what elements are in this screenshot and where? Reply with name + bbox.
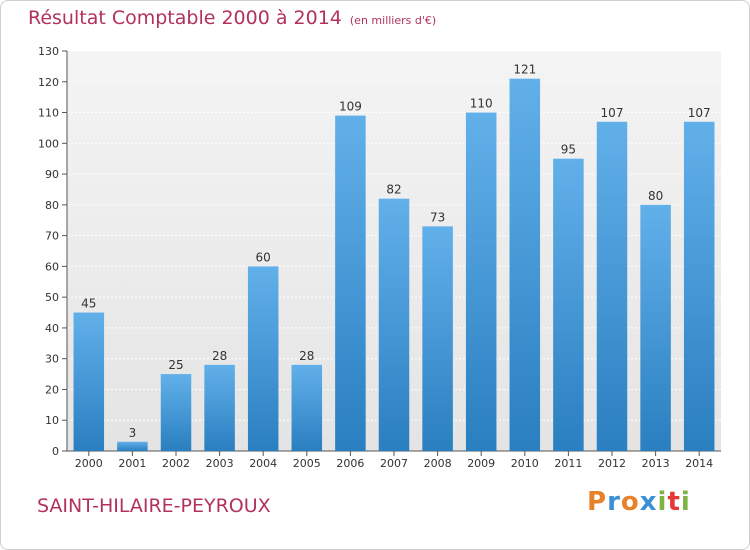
- data-label: 82: [386, 183, 401, 197]
- y-tick-label: 40: [45, 322, 59, 335]
- location-name: SAINT-HILAIRE-PEYROUX: [37, 495, 271, 517]
- bar: [640, 204, 671, 451]
- y-tick-label: 100: [38, 137, 59, 150]
- data-label: 73: [430, 210, 445, 224]
- bar: [247, 266, 279, 451]
- data-label: 80: [648, 189, 663, 203]
- y-tick-label: 30: [45, 353, 59, 366]
- logo-letter: x: [639, 487, 658, 517]
- bar: [596, 121, 628, 452]
- data-label: 25: [168, 358, 183, 372]
- y-tick-label: 0: [52, 445, 59, 458]
- y-tick-label: 90: [45, 168, 59, 181]
- logo-letter: i: [680, 487, 691, 517]
- logo-letter: i: [657, 487, 668, 517]
- x-tick-label: 2006: [336, 457, 364, 470]
- chart-title-text: Résultat Comptable 2000 à 2014: [28, 7, 342, 29]
- chart-title: Résultat Comptable 2000 à 2014 (en millie…: [28, 7, 436, 29]
- bar: [204, 364, 235, 451]
- data-label: 107: [688, 106, 711, 120]
- data-label: 95: [561, 143, 576, 157]
- x-tick-label: 2008: [424, 457, 452, 470]
- x-tick-label: 2012: [598, 457, 626, 470]
- bar: [509, 78, 541, 451]
- logo-letter: o: [620, 487, 640, 517]
- data-label: 28: [212, 349, 227, 363]
- y-tick-label: 50: [45, 291, 59, 304]
- data-label: 28: [299, 349, 314, 363]
- y-tick-label: 120: [38, 76, 59, 89]
- x-tick-label: 2009: [467, 457, 495, 470]
- bar: [422, 226, 453, 451]
- x-tick-label: 2014: [685, 457, 713, 470]
- data-label: 60: [256, 250, 271, 264]
- x-tick-label: 2013: [642, 457, 670, 470]
- bar: [117, 441, 148, 451]
- bar: [335, 115, 366, 451]
- bar: [73, 312, 105, 451]
- logo-letter: P: [587, 487, 608, 517]
- bar: [465, 112, 497, 452]
- x-tick-label: 2005: [293, 457, 321, 470]
- data-label: 110: [470, 97, 493, 111]
- data-label: 107: [601, 106, 624, 120]
- x-tick-label: 2010: [511, 457, 539, 470]
- x-tick-label: 2001: [118, 457, 146, 470]
- x-tick-label: 2004: [249, 457, 277, 470]
- bar: [378, 198, 410, 451]
- y-tick-label: 110: [38, 107, 59, 120]
- logo-letter: r: [607, 487, 621, 517]
- x-tick-label: 2007: [380, 457, 408, 470]
- y-tick-label: 130: [38, 45, 59, 58]
- chart-unit: (en milliers d'€): [349, 14, 437, 27]
- bar: [160, 374, 192, 451]
- data-label: 109: [339, 100, 362, 114]
- x-tick-label: 2011: [554, 457, 582, 470]
- y-tick-label: 80: [45, 199, 59, 212]
- bar: [683, 121, 715, 452]
- data-label: 3: [129, 426, 137, 440]
- x-tick-label: 2000: [75, 457, 103, 470]
- x-tick-label: 2002: [162, 457, 190, 470]
- y-tick-label: 70: [45, 230, 59, 243]
- y-tick-label: 10: [45, 414, 59, 427]
- data-label: 121: [513, 63, 536, 77]
- logo-letter: t: [667, 487, 681, 517]
- y-tick-label: 20: [45, 383, 59, 396]
- y-tick-label: 60: [45, 260, 59, 273]
- bar: [291, 364, 323, 451]
- data-label: 45: [81, 297, 96, 311]
- bar: [553, 158, 584, 451]
- proxiti-logo[interactable]: Proxiti: [587, 487, 691, 517]
- x-tick-label: 2003: [206, 457, 234, 470]
